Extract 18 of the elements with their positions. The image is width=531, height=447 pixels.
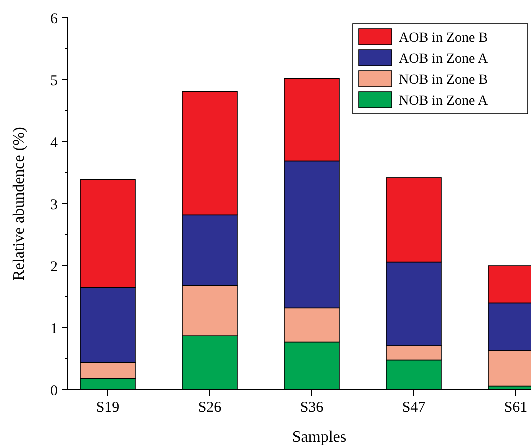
y-tick-label: 4 — [50, 135, 58, 152]
x-axis-title: Samples — [292, 429, 347, 446]
x-tick-label: S47 — [402, 400, 426, 416]
legend-label: NOB in Zone B — [399, 72, 488, 88]
y-tick-label: 3 — [50, 197, 58, 214]
y-tick-label: 1 — [50, 321, 58, 338]
y-tick-label: 6 — [50, 11, 58, 28]
legend-label: AOB in Zone A — [399, 52, 489, 67]
x-tick-label: S19 — [96, 400, 120, 416]
y-tick-label: 2 — [50, 259, 58, 276]
x-tick-label: S26 — [198, 400, 222, 416]
y-axis-title: Relative abundence (%) — [11, 127, 28, 281]
x-tick-label: S61 — [504, 400, 528, 416]
x-tick-label: S36 — [300, 400, 324, 416]
y-tick-label: 5 — [50, 73, 58, 90]
y-tick-label: 0 — [50, 383, 58, 400]
legend-label: AOB in Zone B — [399, 30, 488, 46]
legend-label: NOB in Zone A — [399, 94, 489, 109]
